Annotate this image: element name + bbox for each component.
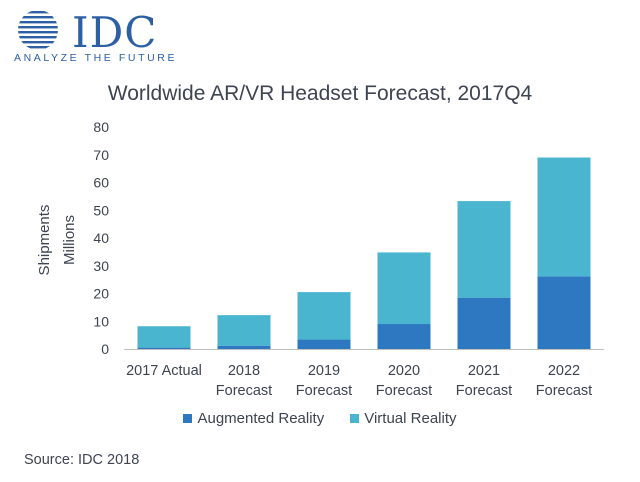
y-tick-label: 40 — [93, 230, 109, 246]
legend-label-virtual: Virtual Reality — [364, 410, 457, 427]
bar-virtual — [137, 326, 191, 348]
x-tick-label: 2020 — [388, 363, 420, 379]
chart-legend: Augmented Reality Virtual Reality — [0, 410, 640, 427]
y-tick-label: 10 — [93, 313, 109, 329]
legend-label-augmented: Augmented Reality — [197, 410, 325, 427]
bar-virtual — [537, 157, 591, 277]
x-tick-label: Forecast — [456, 383, 512, 399]
legend-item-augmented: Augmented Reality — [183, 410, 324, 427]
x-tick-label: Forecast — [296, 383, 352, 399]
x-tick-label: 2019 — [308, 363, 340, 379]
idc-logo: IDC ANALYZE THE FUTURE — [12, 8, 175, 70]
y-tick-label: 0 — [101, 341, 109, 357]
x-tick-label: 2017 Actual — [126, 363, 202, 379]
bar-augmented — [537, 276, 591, 349]
idc-tagline: ANALYZE THE FUTURE — [14, 52, 178, 64]
chart-title: Worldwide AR/VR Headset Forecast, 2017Q4 — [107, 82, 533, 105]
bar-augmented — [377, 324, 431, 349]
y-axis-label-millions: Millions — [61, 215, 78, 265]
y-tick-label: 50 — [93, 202, 109, 218]
x-tick-label: Forecast — [216, 383, 272, 399]
bar-virtual — [457, 201, 511, 298]
idc-wordmark: IDC — [72, 8, 158, 57]
y-tick-label: 20 — [93, 286, 109, 302]
y-axis-label-shipments: Shipments — [36, 205, 53, 276]
bar-augmented — [297, 339, 351, 349]
source-note: Source: IDC 2018 — [24, 452, 140, 468]
x-tick-label: Forecast — [376, 383, 432, 399]
y-tick-label: 60 — [93, 175, 109, 191]
bar-augmented — [137, 347, 191, 349]
legend-item-virtual: Virtual Reality — [350, 410, 457, 427]
x-tick-label: 2018 — [228, 363, 260, 379]
x-tick-label: 2021 — [468, 363, 500, 379]
bar-virtual — [377, 252, 431, 325]
bar-augmented — [457, 297, 511, 349]
idc-globe-icon — [18, 11, 58, 49]
x-tick-label: Forecast — [536, 383, 592, 399]
bar-virtual — [297, 292, 351, 340]
y-tick-label: 80 — [93, 119, 109, 135]
legend-swatch-virtual — [350, 414, 360, 423]
legend-swatch-augmented — [183, 414, 193, 423]
bar-virtual — [217, 315, 271, 346]
y-tick-label: 70 — [93, 147, 109, 163]
x-tick-label: 2022 — [548, 363, 580, 379]
bar-augmented — [217, 345, 271, 349]
y-tick-label: 30 — [93, 258, 109, 274]
